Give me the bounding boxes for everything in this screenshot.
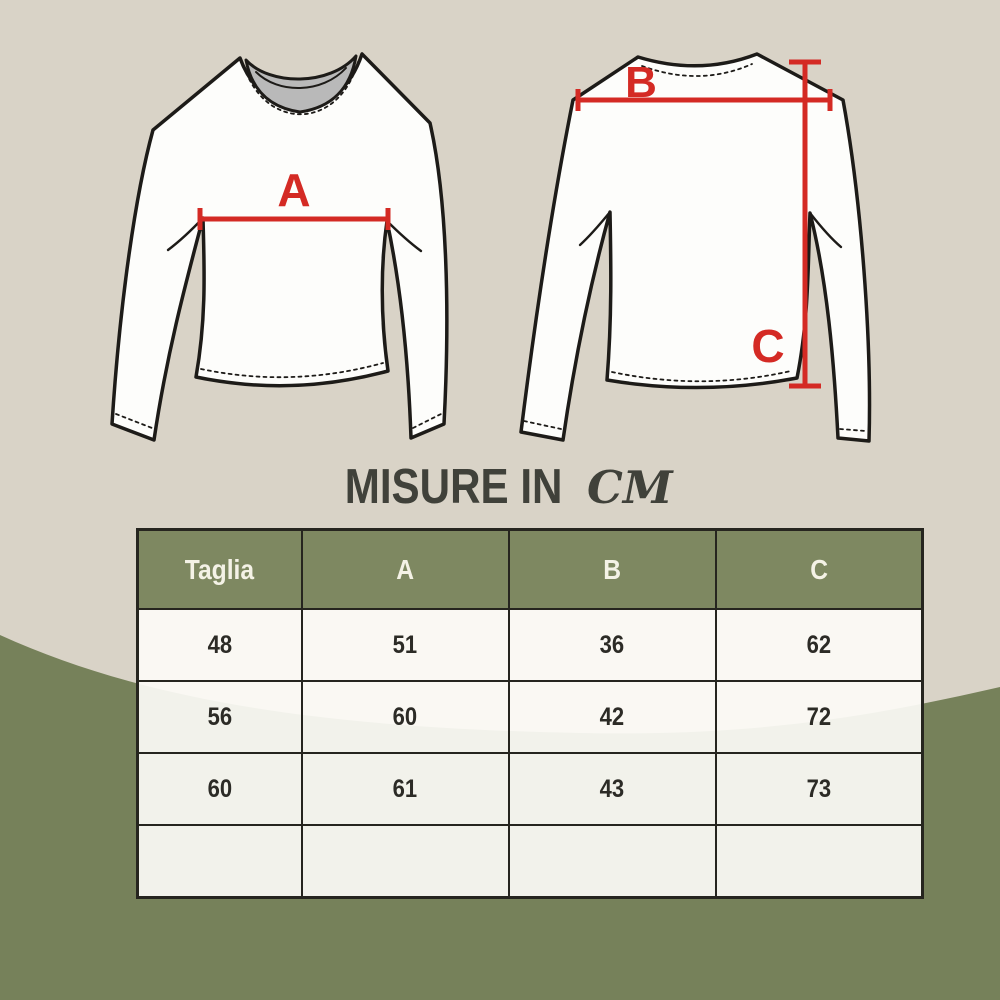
table-cell [300,824,510,899]
table-row: 56 60 42 72 [136,680,924,754]
header-cell-taglia: Taglia [136,528,303,610]
table-cell: 42 [507,680,717,754]
table-cell: 62 [714,608,924,682]
table-cell: 48 [136,608,303,682]
measurement-c: C [751,59,821,389]
table-row: 48 51 36 62 [136,608,924,682]
measurement-a: A [197,164,391,230]
table-cell: 73 [714,752,924,826]
table-cell: 43 [507,752,717,826]
table-cell: 60 [300,680,510,754]
table-cell: 51 [300,608,510,682]
shirt-back-illustration [519,52,872,443]
page-title: MISURE IN CM [0,460,1000,514]
table-row: 60 61 43 73 [136,752,924,826]
table-cell: 60 [136,752,303,826]
size-table: Taglia A B C 48 51 36 62 56 60 42 72 [136,528,924,899]
table-cell [507,824,717,899]
table-cell [136,824,303,899]
collar-inner-gray [244,54,358,114]
table-cell: 72 [714,680,924,754]
measure-label-a: A [277,164,310,216]
header-cell-b: B [507,528,717,610]
header-cell-c: C [714,528,924,610]
table-cell: 61 [300,752,510,826]
table-row-empty [136,824,924,899]
table-cell [714,824,924,899]
garment-diagrams: A B [110,52,872,443]
table-cell: 36 [507,608,717,682]
size-table-header-row: Taglia A B C [136,528,924,610]
header-cell-a: A [300,528,510,610]
shirt-front-illustration [110,52,449,442]
measure-label-b: B [625,58,657,107]
title-unit-cm: CM [587,461,673,514]
measurement-b: B [575,58,833,111]
title-misure-in: MISURE IN [345,460,563,514]
table-cell: 56 [136,680,303,754]
measure-label-c: C [751,320,784,372]
